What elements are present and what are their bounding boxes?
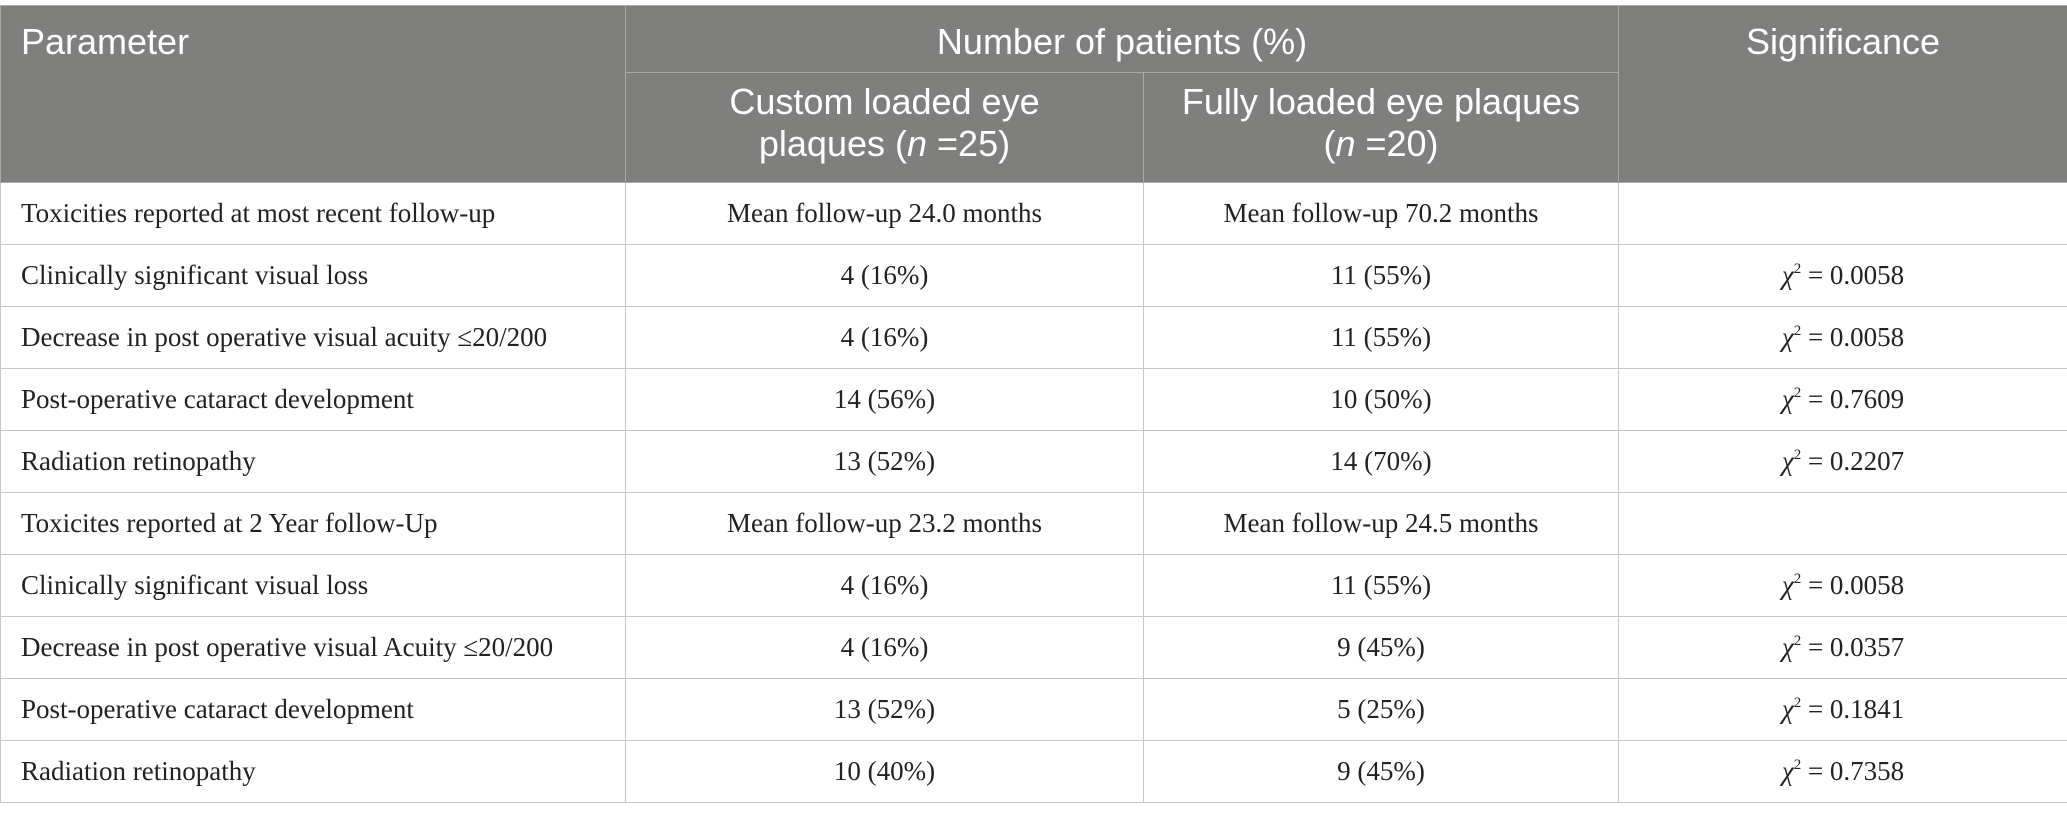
parameter-cell: Toxicities reported at most recent follo… xyxy=(0,182,626,245)
table-row: Post-operative cataract development 14 (5… xyxy=(0,368,2067,431)
significance-value: = 0.0058 xyxy=(1801,260,1905,290)
parameter-cell: Clinically significant visual loss xyxy=(0,554,626,617)
parameter-cell: Clinically significant visual loss xyxy=(0,244,626,307)
chi-square-exponent: 2 xyxy=(1793,447,1802,463)
custom-loaded-cell: 4 (16%) xyxy=(625,244,1144,307)
header-custom-line2: plaques (n =25) xyxy=(758,123,1011,164)
table-row: Radiation retinopathy 13 (52%) 14 (70%) χ2 … xyxy=(0,430,2067,493)
significance-cell: χ2 = 0.0357 xyxy=(1618,616,2067,679)
significance-value: = 0.2207 xyxy=(1801,446,1905,476)
header-fully-loaded: Fully loaded eye plaques (n =20) xyxy=(1143,72,1619,183)
custom-loaded-cell: Mean follow-up 24.0 months xyxy=(625,182,1144,245)
chi-square-exponent: 2 xyxy=(1793,261,1802,277)
header-custom-line1: Custom loaded eye xyxy=(729,81,1040,122)
fully-loaded-cell: 9 (45%) xyxy=(1143,740,1619,803)
chi-square-exponent: 2 xyxy=(1793,757,1802,773)
fully-loaded-cell: 5 (25%) xyxy=(1143,678,1619,741)
significance-cell xyxy=(1618,492,2067,555)
significance-cell: χ2 = 0.1841 xyxy=(1618,678,2067,741)
header-full-line2: (n =20) xyxy=(1323,123,1439,164)
parameter-cell: Toxicites reported at 2 Year follow-Up xyxy=(0,492,626,555)
data-table-container: Parameter Number of patients (%) Signifi… xyxy=(0,5,2067,803)
chi-square-symbol: χ xyxy=(1781,756,1794,786)
chi-square-symbol: χ xyxy=(1781,260,1794,290)
parameter-cell: Radiation retinopathy xyxy=(0,430,626,493)
header-custom-loaded: Custom loaded eye plaques (n =25) xyxy=(625,72,1144,183)
significance-cell: χ2 = 0.7609 xyxy=(1618,368,2067,431)
chi-square-symbol: χ xyxy=(1781,384,1794,414)
fully-loaded-cell: 11 (55%) xyxy=(1143,554,1619,617)
chi-square-exponent: 2 xyxy=(1793,633,1802,649)
custom-loaded-cell: 14 (56%) xyxy=(625,368,1144,431)
header-parameter: Parameter xyxy=(0,5,626,183)
custom-loaded-cell: 13 (52%) xyxy=(625,678,1144,741)
table-row: Toxicities reported at most recent follo… xyxy=(0,182,2067,245)
custom-loaded-cell: 10 (40%) xyxy=(625,740,1144,803)
table-row: Post-operative cataract development 13 (5… xyxy=(0,678,2067,741)
fully-loaded-cell: 10 (50%) xyxy=(1143,368,1619,431)
header-number-of-patients: Number of patients (%) xyxy=(625,5,1619,73)
fully-loaded-cell: Mean follow-up 70.2 months xyxy=(1143,182,1619,245)
custom-loaded-cell: 4 (16%) xyxy=(625,616,1144,679)
parameter-cell: Decrease in post operative visual acuity… xyxy=(0,306,626,369)
significance-cell: χ2 = 0.0058 xyxy=(1618,554,2067,617)
chi-square-symbol: χ xyxy=(1781,694,1794,724)
table-row: Decrease in post operative visual acuity… xyxy=(0,306,2067,369)
table-row: Clinically significant visual loss 4 (16%… xyxy=(0,554,2067,617)
chi-square-exponent: 2 xyxy=(1793,323,1802,339)
significance-cell: χ2 = 0.2207 xyxy=(1618,430,2067,493)
significance-cell xyxy=(1618,182,2067,245)
fully-loaded-cell: 9 (45%) xyxy=(1143,616,1619,679)
table-row: Decrease in post operative visual Acuity… xyxy=(0,616,2067,679)
custom-loaded-cell: Mean follow-up 23.2 months xyxy=(625,492,1144,555)
custom-loaded-cell: 4 (16%) xyxy=(625,554,1144,617)
table-header: Parameter Number of patients (%) Signifi… xyxy=(0,5,2067,183)
significance-value: = 0.0058 xyxy=(1801,322,1905,352)
chi-square-exponent: 2 xyxy=(1793,695,1802,711)
parameter-cell: Post-operative cataract development xyxy=(0,368,626,431)
significance-value: = 0.0357 xyxy=(1801,632,1905,662)
chi-square-symbol: χ xyxy=(1781,446,1794,476)
custom-loaded-cell: 4 (16%) xyxy=(625,306,1144,369)
table-row: Toxicites reported at 2 Year follow-Up Me… xyxy=(0,492,2067,555)
significance-value: = 0.7609 xyxy=(1801,384,1905,414)
chi-square-exponent: 2 xyxy=(1793,385,1802,401)
chi-square-symbol: χ xyxy=(1781,322,1794,352)
significance-cell: χ2 = 0.0058 xyxy=(1618,244,2067,307)
table-row: Clinically significant visual loss 4 (16%… xyxy=(0,244,2067,307)
parameter-cell: Post-operative cataract development xyxy=(0,678,626,741)
chi-square-symbol: χ xyxy=(1781,632,1794,662)
custom-loaded-cell: 13 (52%) xyxy=(625,430,1144,493)
parameter-cell: Decrease in post operative visual Acuity… xyxy=(0,616,626,679)
significance-value: = 0.1841 xyxy=(1801,694,1905,724)
fully-loaded-cell: 14 (70%) xyxy=(1143,430,1619,493)
table-row: Radiation retinopathy 10 (40%) 9 (45%) χ2 =… xyxy=(0,740,2067,803)
fully-loaded-cell: 11 (55%) xyxy=(1143,244,1619,307)
significance-cell: χ2 = 0.0058 xyxy=(1618,306,2067,369)
significance-value: = 0.0058 xyxy=(1801,570,1905,600)
significance-cell: χ2 = 0.7358 xyxy=(1618,740,2067,803)
fully-loaded-cell: Mean follow-up 24.5 months xyxy=(1143,492,1619,555)
chi-square-exponent: 2 xyxy=(1793,571,1802,587)
header-full-line1: Fully loaded eye plaques xyxy=(1181,81,1581,122)
significance-value: = 0.7358 xyxy=(1801,756,1905,786)
fully-loaded-cell: 11 (55%) xyxy=(1143,306,1619,369)
header-significance: Significance xyxy=(1618,5,2067,183)
parameter-cell: Radiation retinopathy xyxy=(0,740,626,803)
toxicity-table: Parameter Number of patients (%) Signifi… xyxy=(0,5,2067,803)
table-body: Toxicities reported at most recent follo… xyxy=(0,182,2067,803)
chi-square-symbol: χ xyxy=(1781,570,1794,600)
